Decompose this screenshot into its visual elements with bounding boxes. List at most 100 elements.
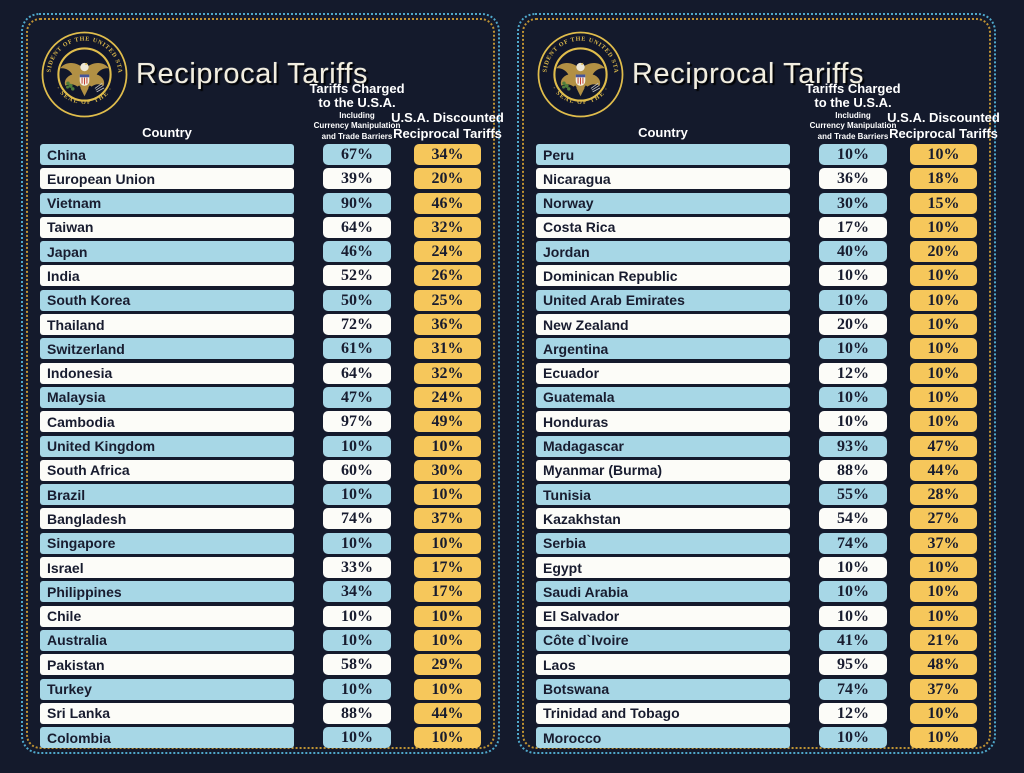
country-cell: South Africa [40, 459, 294, 481]
table-row: Switzerland 61% 31% [40, 338, 493, 360]
tariff-discounted-cell: 48% [910, 654, 977, 676]
charged-header-subline: Including [835, 110, 871, 120]
country-cell: Ecuador [536, 362, 790, 384]
tariff-discounted-cell: 24% [414, 386, 481, 408]
tariff-charged-cell: 60% [323, 459, 391, 481]
country-cell: Serbia [536, 532, 790, 554]
tariff-charged-cell: 10% [819, 581, 887, 603]
country-cell: Malaysia [40, 386, 294, 408]
charged-header-line: Tariffs Charged [805, 80, 901, 96]
table-row: Kazakhstan 54% 27% [536, 508, 989, 530]
tariff-discounted-cell: 18% [910, 168, 977, 190]
discounted-header-line: U.S.A. Discounted [887, 110, 1000, 126]
country-cell: Madagascar [536, 435, 790, 457]
tariff-discounted-cell: 44% [414, 702, 481, 724]
tariff-discounted-cell: 36% [414, 314, 481, 336]
tariff-charged-cell: 52% [323, 265, 391, 287]
country-cell: Brazil [40, 484, 294, 506]
country-cell: Cambodia [40, 411, 294, 433]
tariff-discounted-cell: 24% [414, 241, 481, 263]
column-header-country: Country [142, 125, 192, 140]
tariff-discounted-cell: 15% [910, 192, 977, 214]
tariff-charged-cell: 67% [323, 144, 391, 165]
tariff-charged-cell: 39% [323, 168, 391, 190]
country-cell: Thailand [40, 314, 294, 336]
tariff-discounted-cell: 47% [910, 435, 977, 457]
tariff-panel-1: Reciprocal Tariffs Country Tariffs Charg… [21, 13, 504, 754]
tariff-charged-cell: 88% [819, 459, 887, 481]
country-cell: El Salvador [536, 605, 790, 627]
table-row: Nicaragua 36% 18% [536, 168, 989, 190]
tariff-discounted-cell: 10% [910, 338, 977, 360]
table-row: India 52% 26% [40, 265, 493, 287]
country-cell: Egypt [536, 557, 790, 579]
country-cell: Costa Rica [536, 216, 790, 238]
tariff-discounted-cell: 10% [414, 678, 481, 700]
charged-header-subline: and Trade Barriers [817, 131, 889, 141]
country-cell: Trinidad and Tobago [536, 702, 790, 724]
country-cell: Indonesia [40, 362, 294, 384]
table-row: Japan 46% 24% [40, 241, 493, 263]
presidential-seal-icon [537, 31, 624, 118]
tariff-charged-cell: 17% [819, 216, 887, 238]
table-row: Norway 30% 15% [536, 192, 989, 214]
tariff-charged-cell: 40% [819, 241, 887, 263]
table-row: Australia 10% 10% [40, 629, 493, 651]
table-row: Vietnam 90% 46% [40, 192, 493, 214]
tariff-discounted-cell: 10% [910, 314, 977, 336]
column-header-tariffs-charged: Tariffs Charged to the U.S.A. Including … [788, 80, 918, 142]
tariff-charged-cell: 64% [323, 216, 391, 238]
tariff-discounted-cell: 30% [414, 459, 481, 481]
tariff-charged-cell: 12% [819, 702, 887, 724]
tariff-charged-cell: 20% [819, 314, 887, 336]
tariff-charged-cell: 55% [819, 484, 887, 506]
country-cell: Sri Lanka [40, 702, 294, 724]
tariff-charged-cell: 47% [323, 386, 391, 408]
country-cell: Myanmar (Burma) [536, 459, 790, 481]
tariff-discounted-cell: 37% [414, 508, 481, 530]
table-row: Malaysia 47% 24% [40, 386, 493, 408]
tariff-charged-cell: 10% [819, 144, 887, 165]
table-row: Turkey 10% 10% [40, 678, 493, 700]
tariff-charged-cell: 10% [819, 386, 887, 408]
tariff-discounted-cell: 31% [414, 338, 481, 360]
tariff-charged-cell: 10% [819, 411, 887, 433]
country-cell: Norway [536, 192, 790, 214]
tariff-discounted-cell: 10% [910, 216, 977, 238]
tariff-discounted-cell: 20% [414, 168, 481, 190]
tariff-charged-cell: 10% [819, 265, 887, 287]
table-row: Côte d`Ivoire 41% 21% [536, 629, 989, 651]
tariff-discounted-cell: 26% [414, 265, 481, 287]
table-row: Costa Rica 17% 10% [536, 216, 989, 238]
column-header-country: Country [638, 125, 688, 140]
country-cell: Taiwan [40, 216, 294, 238]
tariff-discounted-cell: 49% [414, 411, 481, 433]
tariff-charged-cell: 64% [323, 362, 391, 384]
tariff-charged-cell: 33% [323, 557, 391, 579]
table-row: Singapore 10% 10% [40, 532, 493, 554]
tariff-charged-cell: 41% [819, 629, 887, 651]
country-cell: Laos [536, 654, 790, 676]
tariff-discounted-cell: 37% [910, 532, 977, 554]
column-header-usa-discounted: U.S.A. Discounted Reciprocal Tariffs [873, 110, 1014, 141]
tariff-charged-cell: 54% [819, 508, 887, 530]
charged-header-line: to the U.S.A. [318, 95, 396, 111]
charged-header-line: to the U.S.A. [814, 95, 892, 111]
country-cell: Côte d`Ivoire [536, 629, 790, 651]
country-cell: Morocco [536, 727, 790, 749]
table-row: Sri Lanka 88% 44% [40, 702, 493, 724]
country-cell: Pakistan [40, 654, 294, 676]
column-header-tariffs-charged: Tariffs Charged to the U.S.A. Including … [292, 81, 422, 142]
table-row: Peru 10% 10% [536, 144, 989, 165]
tariff-discounted-cell: 10% [910, 581, 977, 603]
table-row: United Arab Emirates 10% 10% [536, 289, 989, 311]
tariff-discounted-cell: 21% [910, 629, 977, 651]
country-cell: Singapore [40, 532, 294, 554]
table-row: South Korea 50% 25% [40, 289, 493, 311]
tariff-charged-cell: 10% [819, 338, 887, 360]
country-cell: Argentina [536, 338, 790, 360]
tariff-discounted-cell: 10% [910, 144, 977, 165]
presidential-seal-icon [41, 31, 128, 118]
tariff-charged-cell: 10% [323, 678, 391, 700]
country-cell: Bangladesh [40, 508, 294, 530]
